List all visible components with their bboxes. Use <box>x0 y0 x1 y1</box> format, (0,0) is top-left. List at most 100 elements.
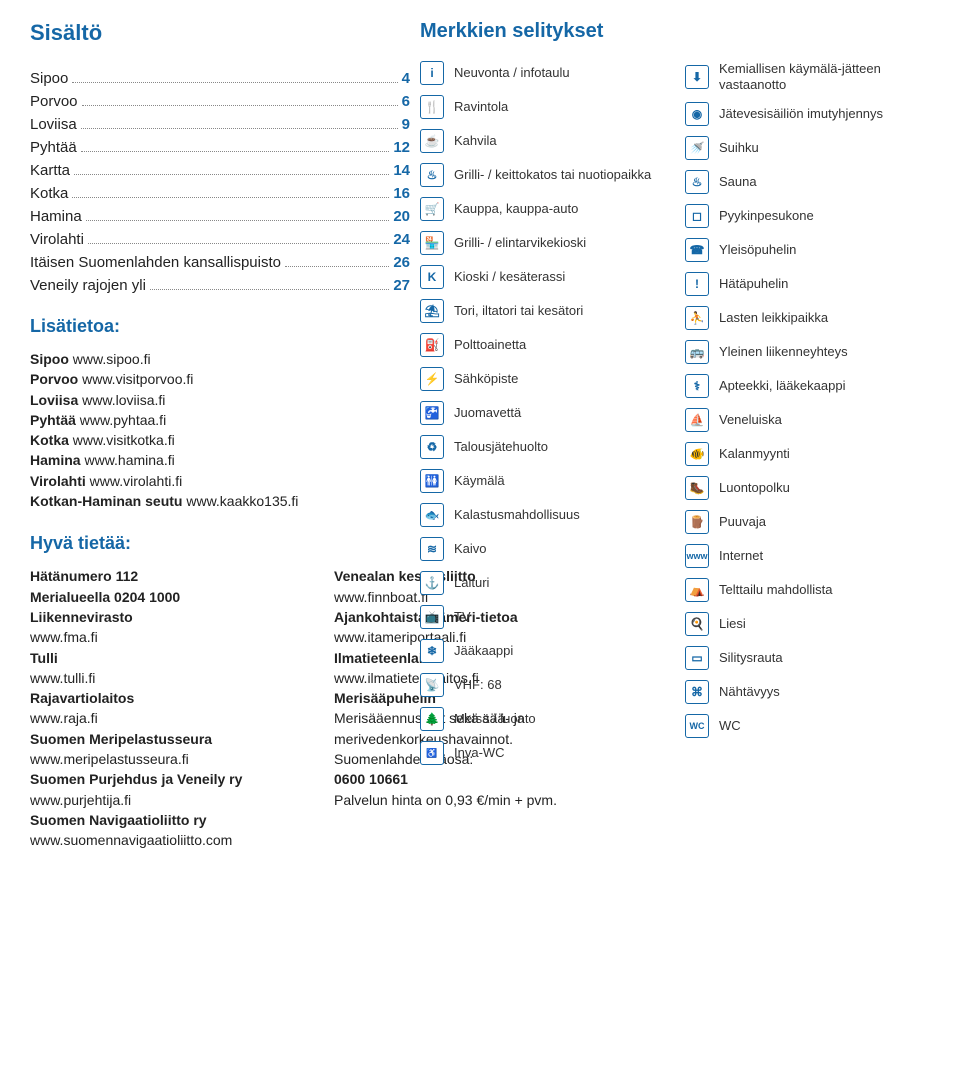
legend-icon: 🍳 <box>685 612 709 636</box>
legend-icon: ⛺ <box>685 578 709 602</box>
legend-icon: 🚌 <box>685 340 709 364</box>
legend-label: Telttailu mahdollista <box>719 582 832 598</box>
legend-icon: ⛱ <box>420 299 444 323</box>
legend-label: Grilli- / elintarvikekioski <box>454 235 586 251</box>
text-line: Merialueella 0204 1000 <box>30 587 306 607</box>
legend-icon: 🐟 <box>420 503 444 527</box>
legend-label: TV <box>454 609 471 625</box>
text-line: Suomen Meripelastusseura <box>30 729 306 749</box>
legend-item: ⛱Tori, iltatori tai kesätori <box>420 299 665 323</box>
text-line: Palvelun hinta on 0,93 €/min + pvm. <box>334 790 610 810</box>
text-line: www.tulli.fi <box>30 668 306 688</box>
legend-label: Ravintola <box>454 99 508 115</box>
legend-title: Merkkien selitykset <box>420 20 930 43</box>
legend-item: ⚕ Apteekki, lääkekaappi <box>685 374 930 398</box>
text-line: www.suomennavigaatioliitto.com <box>30 830 306 850</box>
legend-item: 🥾Luontopolku <box>685 476 930 500</box>
legend-icon: ♨ <box>685 170 709 194</box>
text-line: Liikennevirasto <box>30 607 306 627</box>
toc-dots <box>150 280 389 290</box>
toc-label: Loviisa <box>30 116 77 133</box>
toc-page: 26 <box>393 254 410 271</box>
legend-item: 🐟 Kalastusmahdollisuus <box>420 503 665 527</box>
legend-icon: ⛵ <box>685 408 709 432</box>
legend-label: Jääkaappi <box>454 643 513 659</box>
toc-label: Virolahti <box>30 231 84 248</box>
toc-page: 20 <box>393 208 410 225</box>
legend-item: 🚰Juomavettä <box>420 401 665 425</box>
toc-row: Pyhtää12 <box>30 139 410 156</box>
legend-icon: ♻ <box>420 435 444 459</box>
legend-item: 🚿Suihku <box>685 136 930 160</box>
legend-icon: ❄ <box>420 639 444 663</box>
legend-icon: ◉ <box>685 102 709 126</box>
text-line: Tulli <box>30 648 306 668</box>
toc-dots <box>72 73 397 83</box>
legend-col-left: iNeuvonta / infotaulu 🍴 Ravintola ☕Kahvila ♨… <box>420 61 665 775</box>
toc-row: Virolahti 24 <box>30 231 410 248</box>
legend-item: iNeuvonta / infotaulu <box>420 61 665 85</box>
toc-page: 24 <box>393 231 410 248</box>
legend-item: 🍴 Ravintola <box>420 95 665 119</box>
legend-item: ♨Grilli- / keittokatos tai nuotiopaikka <box>420 163 665 187</box>
legend-label: Grilli- / keittokatos tai nuotiopaikka <box>454 167 651 183</box>
legend-item: 📺 TV <box>420 605 665 629</box>
legend-item: ♻Talousjätehuolto <box>420 435 665 459</box>
legend-label: Apteekki, lääkekaappi <box>719 378 845 394</box>
legend-item: wwwInternet <box>685 544 930 568</box>
legend-item: ⛺ Telttailu mahdollista <box>685 578 930 602</box>
legend-item: ☎Yleisöpuhelin <box>685 238 930 262</box>
toc-dots <box>285 257 389 267</box>
legend-item: ≋Kaivo <box>420 537 665 561</box>
legend-label: Inva-WC <box>454 745 505 761</box>
legend-label: VHF: 68 <box>454 677 502 693</box>
legend-label: Kauppa, kauppa-auto <box>454 201 578 217</box>
legend-icon: 🚰 <box>420 401 444 425</box>
legend-item: 🛒 Kauppa, kauppa-auto <box>420 197 665 221</box>
legend-item: 🚌Yleinen liikenneyhteys <box>685 340 930 364</box>
legend-item: 📡VHF: 68 <box>420 673 665 697</box>
legend-icon: ≋ <box>420 537 444 561</box>
table-of-contents: Sipoo4Porvoo6Loviisa9Pyhtää12Kartta14Kot… <box>30 70 410 294</box>
toc-page: 14 <box>393 162 410 179</box>
legend-label: Nähtävyys <box>719 684 780 700</box>
toc-label: Kotka <box>30 185 68 202</box>
legend-item: ⛹Lasten leikkipaikka <box>685 306 930 330</box>
text-line: www.purjehtija.fi <box>30 790 306 810</box>
legend-icon: ⚕ <box>685 374 709 398</box>
legend-icon: 🍴 <box>420 95 444 119</box>
toc-dots <box>81 142 390 152</box>
legend-item: ◻Pyykinpesukone <box>685 204 930 228</box>
legend-icon: 🐠 <box>685 442 709 466</box>
legend-col-right: ⬇Kemiallisen käymälä-jätteen vastaanotto… <box>685 61 930 775</box>
legend-label: Metsä / luonto <box>454 711 536 727</box>
legend-icon: 🥾 <box>685 476 709 500</box>
legend-item: ▭Silitysrauta <box>685 646 930 670</box>
legend-icon: i <box>420 61 444 85</box>
legend-icon: 🚻 <box>420 469 444 493</box>
toc-page: 4 <box>402 70 410 87</box>
legend-icon: ☎ <box>685 238 709 262</box>
legend-item: KKioski / kesäterassi <box>420 265 665 289</box>
legend-label: Polttoainetta <box>454 337 526 353</box>
legend-label: Kalastusmahdollisuus <box>454 507 580 523</box>
legend-icon: 🛒 <box>420 197 444 221</box>
toc-page: 6 <box>402 93 410 110</box>
toc-row: Kotka16 <box>30 185 410 202</box>
legend-item: WCWC <box>685 714 930 738</box>
toc-dots <box>72 188 389 198</box>
legend-icon: 🚿 <box>685 136 709 160</box>
toc-row: Porvoo6 <box>30 93 410 110</box>
legend-icon: 📺 <box>420 605 444 629</box>
legend-item: ☕Kahvila <box>420 129 665 153</box>
legend-icon: ⬇ <box>685 65 709 89</box>
legend-item: ⚓Laituri <box>420 571 665 595</box>
toc-label: Sipoo <box>30 70 68 87</box>
toc-label: Itäisen Suomenlahden kansallispuisto <box>30 254 281 271</box>
legend-icon: ☕ <box>420 129 444 153</box>
toc-row: Kartta14 <box>30 162 410 179</box>
legend-icon: ⛹ <box>685 306 709 330</box>
legend-icon: www <box>685 544 709 568</box>
toc-page: 12 <box>393 139 410 156</box>
toc-row: Itäisen Suomenlahden kansallispuisto 26 <box>30 254 410 271</box>
